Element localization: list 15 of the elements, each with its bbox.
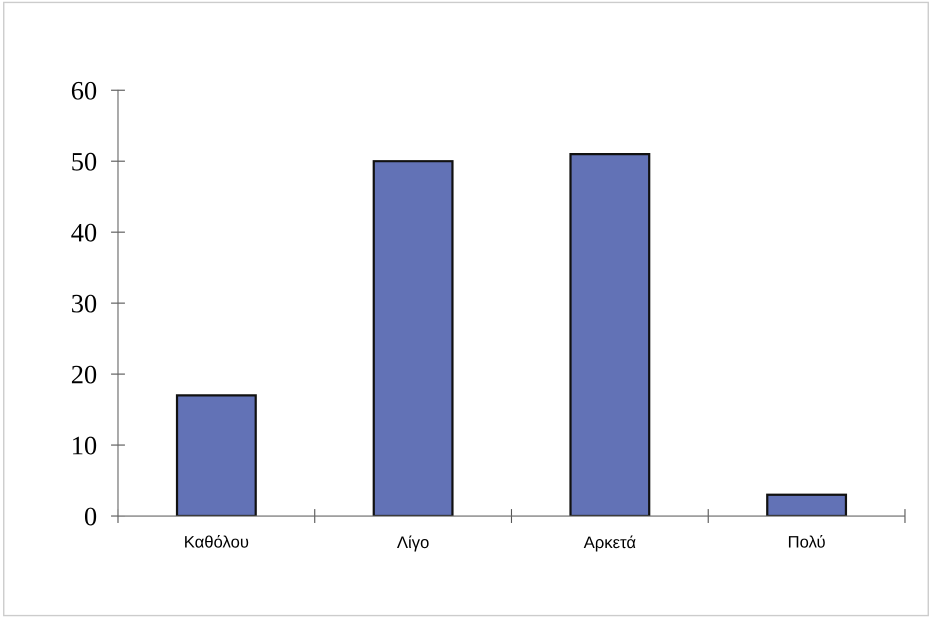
y-tick-label: 10	[73, 436, 96, 454]
y-tick-label: 60	[72, 82, 96, 100]
y-tick-label: 20	[72, 366, 96, 384]
x-tick-label: Πολύ	[788, 534, 825, 548]
x-tick-label: Καθόλου	[185, 534, 248, 548]
bar	[372, 160, 454, 516]
x-tick-label: Λίγο	[396, 535, 429, 552]
x-tick-label: Αρκετά	[584, 535, 636, 552]
y-tick-label: 30	[72, 294, 96, 313]
bar	[569, 152, 650, 516]
y-tick-label: 50	[72, 152, 96, 171]
y-tick-label: 0	[84, 508, 96, 526]
y-tick-label: 40	[71, 224, 96, 242]
bar	[176, 394, 257, 516]
bar	[766, 494, 848, 516]
